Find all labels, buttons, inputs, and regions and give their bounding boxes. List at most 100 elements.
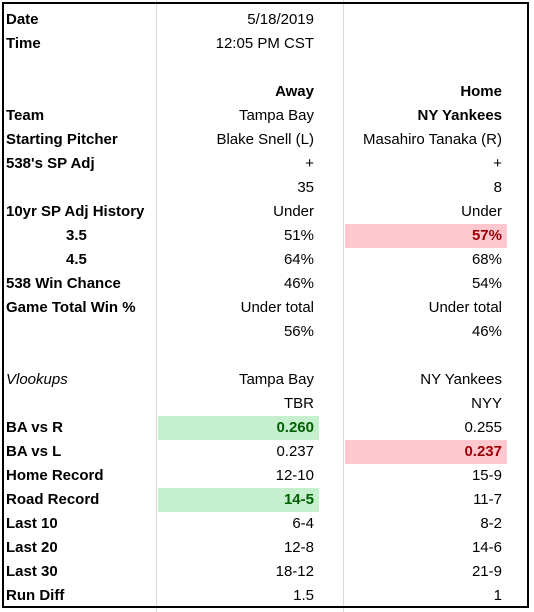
home-cell[interactable] — [345, 56, 507, 80]
table-row: Last 30 18-12 21-9 — [4, 560, 527, 584]
home-cell[interactable]: + — [493, 155, 502, 172]
table-row: 538 Win Chance 46% 54% — [4, 272, 527, 296]
row-label[interactable]: Team — [6, 107, 45, 124]
row-label[interactable]: Run Diff — [6, 587, 65, 604]
away-cell[interactable]: Blake Snell (L) — [216, 131, 314, 148]
row-label[interactable]: Home Record — [6, 467, 104, 484]
table-row — [4, 344, 527, 368]
row-label[interactable]: 538 Win Chance — [6, 275, 121, 292]
table-row — [4, 56, 527, 80]
table-row: Game Total Win % Under total Under total — [4, 296, 527, 320]
home-cell[interactable]: 8-2 — [480, 515, 502, 532]
table-row: BA vs R 0.260 0.255 — [4, 416, 527, 440]
home-cell[interactable]: 11-7 — [473, 491, 502, 508]
row-label[interactable] — [6, 176, 158, 200]
away-cell[interactable]: 64% — [283, 251, 314, 268]
home-cell[interactable]: Masahiro Tanaka (R) — [363, 131, 502, 148]
table-row: 538's SP Adj + + — [4, 152, 527, 176]
away-cell-highlight-green[interactable]: 0.260 — [158, 416, 319, 440]
home-cell[interactable]: 46% — [471, 323, 502, 340]
row-label[interactable]: Last 10 — [6, 515, 58, 532]
table-row: Last 20 12-8 14-6 — [4, 536, 527, 560]
table-row: 35 8 — [4, 176, 527, 200]
row-label[interactable]: BA vs L — [6, 443, 62, 460]
row-label[interactable]: 3.5 — [66, 227, 87, 244]
away-cell[interactable]: Under total — [240, 299, 314, 316]
table-row: Time 12:05 PM CST — [4, 32, 527, 56]
row-label[interactable]: 10yr SP Adj History — [6, 203, 145, 220]
column-gridline — [156, 0, 157, 612]
row-label[interactable] — [6, 80, 158, 104]
row-label[interactable] — [6, 56, 158, 80]
away-cell-highlight-green[interactable]: 14-5 — [158, 488, 319, 512]
table-row: Last 10 6-4 8-2 — [4, 512, 527, 536]
row-label[interactable]: 4.5 — [66, 251, 87, 268]
away-cell[interactable]: Tampa Bay — [238, 107, 314, 124]
home-cell-highlight-red[interactable]: 57% — [345, 224, 507, 248]
row-label[interactable]: Vlookups — [6, 371, 68, 388]
away-cell[interactable]: Tampa Bay — [238, 371, 314, 388]
row-label[interactable]: Date — [6, 11, 39, 28]
home-cell[interactable] — [345, 344, 507, 368]
away-cell[interactable]: 18-12 — [275, 563, 314, 580]
table-row: 4.5 64% 68% — [4, 248, 527, 272]
away-header[interactable]: Away — [275, 83, 314, 100]
table-row: 10yr SP Adj History Under Under — [4, 200, 527, 224]
away-cell[interactable]: 56% — [283, 323, 314, 340]
column-gridline — [343, 0, 344, 612]
away-cell[interactable]: 5/18/2019 — [247, 11, 314, 28]
table-row: TBR NYY — [4, 392, 527, 416]
home-cell[interactable]: 0.255 — [464, 419, 502, 436]
row-label[interactable]: 538's SP Adj — [6, 155, 95, 172]
home-cell[interactable]: 15-9 — [471, 467, 502, 484]
away-cell[interactable]: 35 — [297, 179, 314, 196]
home-cell[interactable]: 8 — [493, 179, 502, 196]
table-row: Team Tampa Bay NY Yankees — [4, 104, 527, 128]
row-label[interactable] — [6, 392, 158, 416]
row-label[interactable] — [6, 344, 158, 368]
table-row: Away Home — [4, 80, 527, 104]
home-cell-highlight-red[interactable]: 0.237 — [345, 440, 507, 464]
table-row: Vlookups Tampa Bay NY Yankees — [4, 368, 527, 392]
home-cell[interactable] — [345, 32, 507, 56]
away-cell[interactable] — [158, 344, 319, 368]
home-cell[interactable]: NY Yankees — [420, 371, 502, 388]
row-label[interactable]: Last 30 — [6, 563, 58, 580]
row-label[interactable]: Last 20 — [6, 539, 58, 556]
home-cell[interactable] — [345, 8, 507, 32]
home-cell[interactable]: 54% — [471, 275, 502, 292]
home-cell[interactable]: NY Yankees — [417, 107, 502, 124]
home-cell[interactable]: 68% — [471, 251, 502, 268]
home-cell[interactable]: NYY — [471, 395, 502, 412]
away-cell[interactable] — [158, 56, 319, 80]
row-label[interactable]: Road Record — [6, 491, 100, 508]
away-cell[interactable]: TBR — [284, 395, 314, 412]
row-label[interactable]: Game Total Win % — [6, 299, 136, 316]
home-cell[interactable]: Under total — [428, 299, 502, 316]
away-cell[interactable]: Under — [273, 203, 314, 220]
home-cell[interactable]: Under — [461, 203, 502, 220]
away-cell[interactable]: 51% — [283, 227, 314, 244]
row-label[interactable]: BA vs R — [6, 419, 63, 436]
table-row: Home Record 12-10 15-9 — [4, 464, 527, 488]
away-cell[interactable]: 6-4 — [292, 515, 314, 532]
home-header[interactable]: Home — [460, 83, 502, 100]
home-cell[interactable]: 14-6 — [471, 539, 502, 556]
row-label[interactable] — [6, 320, 158, 344]
away-cell[interactable]: 0.237 — [276, 443, 314, 460]
home-cell[interactable]: 21-9 — [471, 563, 502, 580]
table-row: BA vs L 0.237 0.237 — [4, 440, 527, 464]
away-cell[interactable]: 12:05 PM CST — [215, 35, 314, 52]
home-cell[interactable]: 1 — [493, 587, 502, 604]
table-row: 56% 46% — [4, 320, 527, 344]
away-cell[interactable]: 12-10 — [275, 467, 314, 484]
away-cell[interactable]: 1.5 — [293, 587, 314, 604]
away-cell[interactable]: 12-8 — [283, 539, 314, 556]
row-label[interactable]: Time — [6, 35, 41, 52]
table-row: 3.5 51% 57% — [4, 224, 527, 248]
away-cell[interactable]: 46% — [283, 275, 314, 292]
away-cell[interactable]: + — [305, 155, 314, 172]
row-label[interactable]: Starting Pitcher — [6, 131, 118, 148]
table-row: Date 5/18/2019 — [4, 8, 527, 32]
